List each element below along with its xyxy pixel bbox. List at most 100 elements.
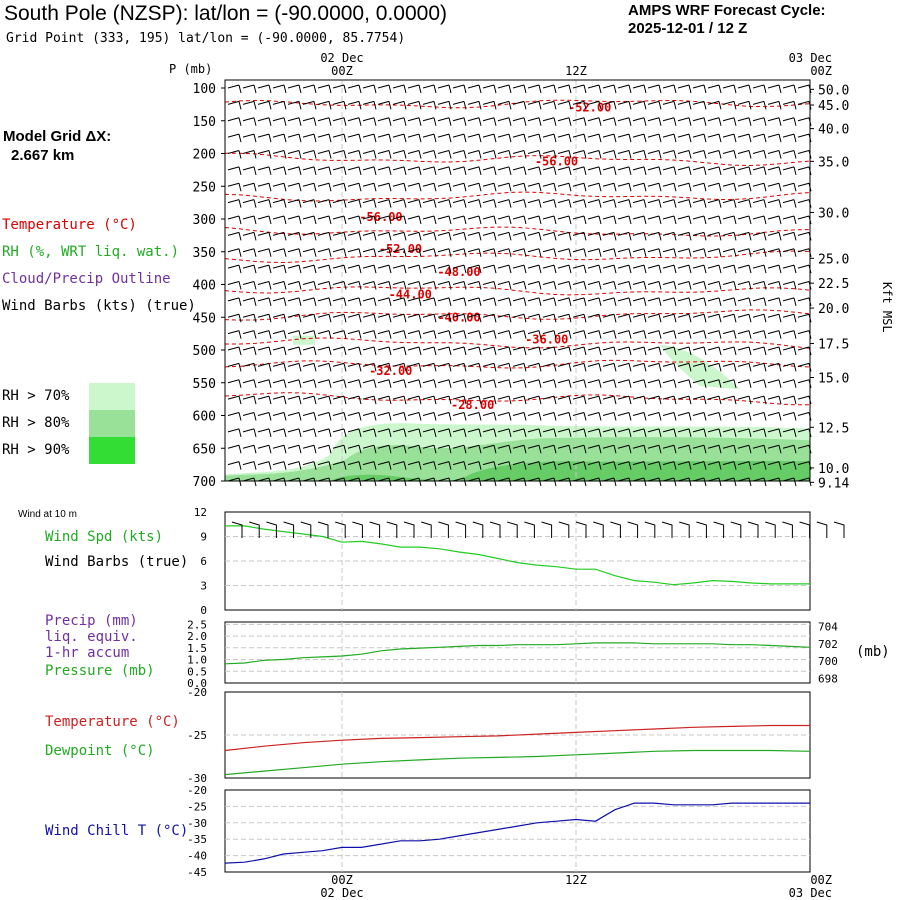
y-tick: -45 [187,866,207,879]
wind-barb [347,313,362,323]
wind-barb [347,346,362,356]
wind-barb [527,281,542,290]
pressure-tick: 600 [193,410,216,425]
wind-barb [257,379,272,388]
wind-barb [422,362,437,372]
wind-barb [317,330,332,339]
wind-barb [437,346,452,356]
wind-barb [227,395,242,405]
wind-barb [287,199,302,208]
wind-barb [587,395,602,405]
wind-barb [692,100,707,110]
wind-barb [332,379,347,388]
wind-barb-10m [696,521,707,538]
wind-barb [572,444,587,454]
wind-barb [527,117,542,126]
wind-barb [257,428,272,437]
wind-barb [722,150,737,159]
wind-barb [482,150,497,159]
wind-barb [647,444,662,454]
wind-barb [737,330,752,339]
wind-barb [542,412,557,421]
wind-barb [407,248,422,257]
wind-barb [527,461,542,470]
wind-barb [782,313,797,323]
wind-barb [257,297,272,306]
wind-barb [617,199,632,208]
wind-barb [752,428,767,437]
wind-barb-10m [833,521,845,538]
wind-barb [452,428,467,437]
wind-barb [512,428,527,437]
wind-barb [707,297,722,306]
wind-barb [677,231,692,241]
wind-barb [467,461,482,470]
pressure-right-tick: 702 [818,638,838,651]
wind-barb [527,133,542,143]
wind-barb [347,264,362,274]
wind-barb [392,379,407,388]
wind-barb [587,379,602,388]
wind-barb [632,248,647,257]
wind-barb [617,362,632,372]
wind-barb [497,84,512,94]
wind-barb [662,297,677,306]
wind-barb [722,100,737,110]
wind-barb [392,231,407,241]
wind-barb-10m [799,521,811,538]
wind-barb [332,248,347,257]
wind-barb [602,248,617,257]
wind-barb [782,231,797,241]
wind-barb [647,395,662,405]
wind-barb [722,117,737,126]
wind-barb [422,100,437,110]
height-tick: 17.5 [818,337,849,352]
wind-barb [452,444,467,454]
wind-barb [272,133,287,143]
wind-barb [242,428,257,437]
wind-barb [467,412,482,421]
wind-barb [662,346,677,356]
y-tick: -20 [187,686,207,699]
wind-barb [647,215,662,225]
wind-barb [242,297,257,306]
wind-barb [542,215,557,225]
wind-barb [272,362,287,372]
wind-barb [482,379,497,388]
wind-barb [617,428,632,437]
wind-barb [527,84,542,94]
grid-point-subtitle: Grid Point (333, 195) lat/lon = (-90.000… [6,31,406,46]
temp-label: Temperature (°C) [45,714,180,730]
wind-barb [662,379,677,388]
wind-barb [422,281,437,290]
wind-barb [632,412,647,421]
wind-barb [782,100,797,110]
wind-barb [617,444,632,454]
wind-barb [587,362,602,372]
wind-barb [692,444,707,454]
isotherm-label: -44.00 [389,287,432,301]
wind-barb [377,231,392,241]
wind-barb [737,182,752,192]
wind-barb [572,264,587,274]
wind-barb [782,330,797,339]
wind-barb [407,461,422,470]
height-tick: 10.0 [818,462,849,477]
wind-barb [677,166,692,175]
wind-barb [317,412,332,421]
wind-barb [257,182,272,192]
wind-barb [707,84,722,94]
wind-barb [557,461,572,470]
wind-barb [287,412,302,421]
wind-barb [257,444,272,454]
wind-barb [662,330,677,339]
wind-barb [752,313,767,323]
wind-barb [722,133,737,143]
wind-barb [512,444,527,454]
wind-barb [377,379,392,388]
isotherm-label: -40.00 [437,310,480,324]
pressure-right-tick: 704 [818,620,838,633]
wind-barb [587,166,602,175]
wind-barb [737,281,752,290]
wind-barb [722,428,737,437]
